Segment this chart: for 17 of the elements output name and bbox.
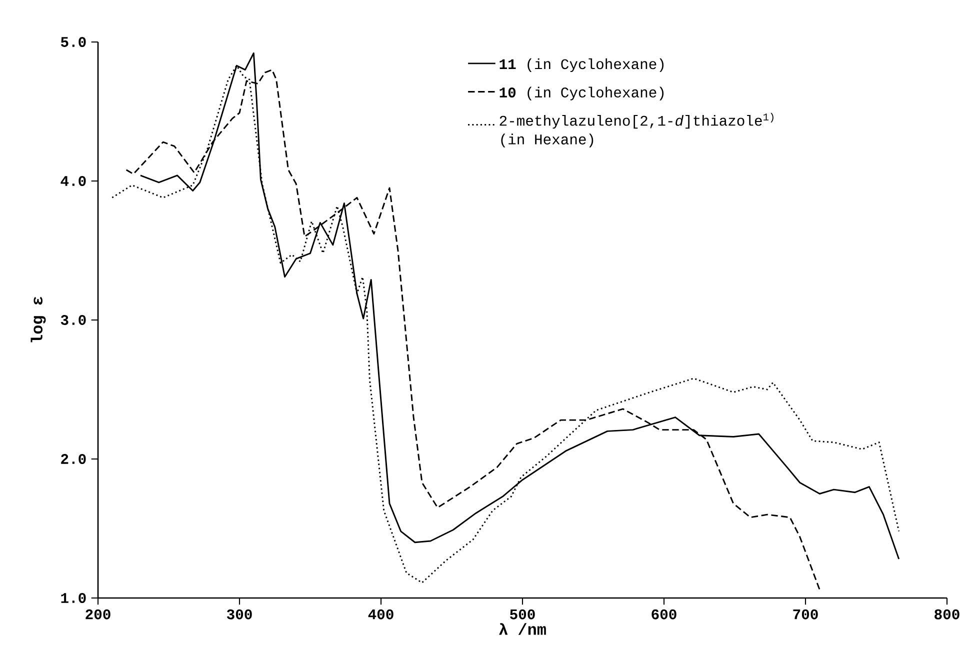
x-tick-label: 500: [510, 609, 535, 620]
legend-label: 11 (in Cyclohexane): [500, 58, 664, 72]
y-tick-label: 3.0: [60, 315, 86, 325]
y-axis-title: log ε: [30, 296, 46, 342]
x-tick-label: 200: [86, 609, 110, 620]
x-axis-title: λ /nm: [499, 623, 546, 635]
y-tick-label: 2.0: [61, 454, 86, 464]
y-tick-label: 5.0: [60, 37, 86, 47]
y-tick-label: 1.0: [61, 593, 86, 603]
x-tick-label: 800: [934, 609, 960, 620]
x-tick-label: 700: [793, 609, 818, 620]
x-tick-label: 400: [368, 609, 394, 620]
legend-label: 10 (in Cyclohexane): [500, 86, 664, 100]
x-tick-label: 300: [226, 609, 252, 620]
y-tick-label: 4.0: [60, 176, 86, 186]
text: 2-methylazuleno[2,1-d]thiazole$^{1)}$ (in Hexane): [500, 112, 774, 148]
x-tick-label: 600: [652, 609, 676, 620]
